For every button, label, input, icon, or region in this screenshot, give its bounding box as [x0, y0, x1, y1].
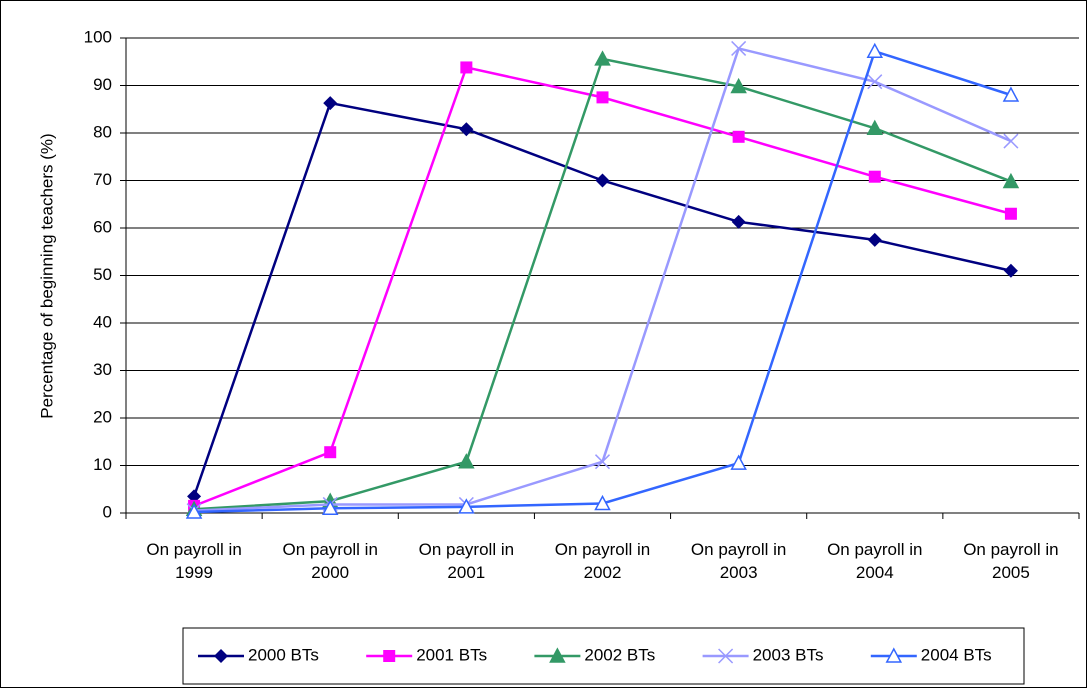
y-tick-label: 90	[93, 75, 112, 94]
legend-label: 2003 BTs	[753, 645, 824, 664]
marker	[867, 74, 883, 90]
x-tick-label: On payroll in 2002	[554, 540, 651, 582]
x-tick-label: On payroll in 2001	[418, 540, 515, 582]
marker	[1003, 263, 1018, 278]
marker	[1002, 86, 1020, 102]
marker	[383, 650, 396, 662]
y-tick-label: 100	[84, 27, 112, 46]
marker	[868, 170, 881, 183]
marker	[596, 91, 609, 104]
marker	[323, 96, 338, 111]
marker	[731, 214, 746, 229]
legend-label: 2004 BTs	[921, 645, 992, 664]
marker	[594, 454, 611, 470]
y-tick-label: 30	[93, 360, 112, 379]
x-tick-label: On payroll in 2005	[963, 540, 1059, 582]
marker	[460, 61, 473, 74]
marker	[594, 50, 611, 66]
marker	[594, 494, 611, 511]
marker	[730, 454, 747, 470]
legend-label: 2002 BTs	[584, 645, 655, 664]
marker	[867, 232, 882, 247]
marker	[1003, 133, 1019, 149]
marker	[324, 446, 337, 459]
x-tick-label: On payroll in 2004	[827, 540, 923, 582]
marker	[730, 77, 747, 94]
marker	[718, 648, 734, 664]
y-tick-label: 50	[93, 265, 112, 284]
marker	[458, 453, 475, 469]
marker	[866, 119, 884, 135]
marker	[1004, 207, 1017, 220]
y-tick-label: 80	[93, 122, 112, 141]
marker	[214, 649, 228, 663]
y-axis-label: Percentage of beginning teachers (%)	[37, 133, 56, 418]
marker	[549, 647, 566, 663]
y-tick-label: 10	[93, 455, 112, 474]
marker	[459, 122, 474, 137]
x-tick-label: On payroll in 2003	[690, 540, 787, 582]
y-tick-label: 60	[93, 217, 112, 236]
legend-label: 2001 BTs	[416, 645, 487, 664]
marker	[731, 40, 747, 56]
marker	[1002, 172, 1020, 189]
y-tick-label: 0	[103, 502, 112, 521]
y-tick-label: 40	[93, 312, 112, 331]
marker	[866, 42, 884, 59]
x-tick-label: On payroll in 1999	[146, 540, 242, 582]
x-tick-label: On payroll in 2000	[282, 540, 378, 582]
y-tick-label: 70	[93, 170, 112, 189]
marker	[885, 647, 903, 663]
marker	[732, 130, 745, 143]
y-tick-label: 20	[93, 407, 112, 426]
marker	[595, 173, 610, 188]
marker	[321, 499, 339, 515]
legend-label: 2000 BTs	[248, 645, 319, 664]
marker	[458, 498, 475, 514]
marker	[185, 503, 203, 519]
